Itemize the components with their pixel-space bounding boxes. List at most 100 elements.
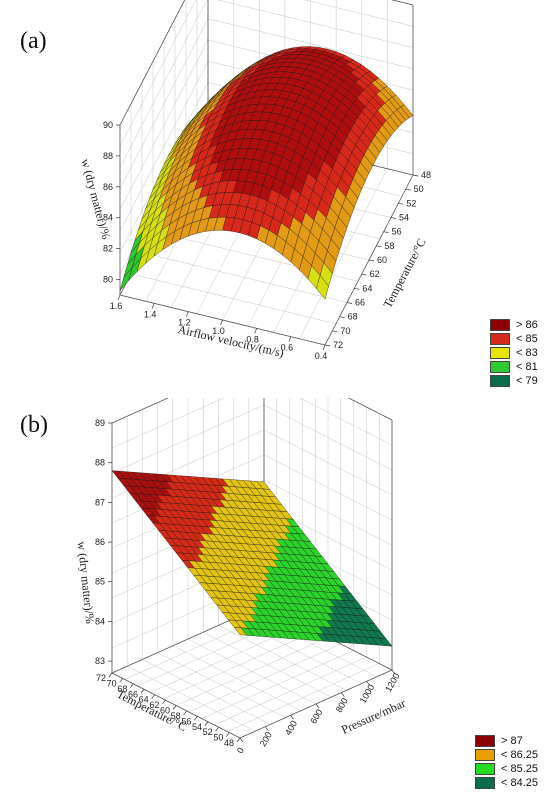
y-tick-mark (194, 716, 198, 721)
surface-plot-a: 80 82 84 86 88 90 1.6 1.4 1.2 1.0 0.8 0.6 0.4 48 50 52 5… (78, 0, 431, 361)
y-tick-mark (204, 721, 209, 726)
floor-gridline (299, 168, 388, 339)
x-tick-mark (117, 294, 121, 301)
floor-gridline (163, 630, 316, 700)
y-tick-mark (398, 202, 404, 205)
side-wall-gridline (119, 18, 209, 189)
box-edge (119, 0, 186, 126)
y-tick-label: 72 (96, 673, 106, 683)
z-tick-label: 86 (95, 537, 105, 547)
y-tick-mark (151, 694, 155, 699)
y-tick-label: 58 (171, 711, 181, 721)
legend-item: > 86 (490, 318, 538, 331)
x-axis-label: Pressure/mbar (339, 696, 407, 737)
z-tick-label: 88 (103, 151, 113, 161)
x-tick-mark (220, 319, 223, 326)
legend-b: > 87 < 86.25 < 85.25 < 84.25 (475, 734, 538, 790)
legend-label: < 85.25 (501, 762, 539, 775)
y-tick-mark (346, 302, 353, 304)
legend-swatch (475, 776, 495, 789)
y-tick-mark (162, 699, 166, 705)
x-tick-label: 200 (258, 730, 274, 748)
legend-item: < 84.25 (475, 776, 538, 789)
y-tick-mark (172, 705, 177, 710)
y-tick-mark (215, 726, 219, 732)
x-tick-mark (186, 311, 189, 317)
y-tick-mark (361, 273, 367, 276)
back-wall-gridline (111, 398, 225, 449)
x-axis-label: Airflow velocity/(m/s) (177, 322, 286, 360)
legend-item: < 81 (490, 360, 538, 373)
y-tick-label: 70 (340, 326, 350, 336)
chart-panel-a: (a) 80 82 84 86 88 90 1.6 1.4 1.2 1.0 0.8 0.6 0.4 48 5… (20, 0, 538, 388)
y-tick-label: 54 (192, 722, 202, 732)
y-tick-mark (332, 330, 338, 333)
legend-item: < 85.25 (475, 762, 538, 775)
legend-item: < 85 (490, 332, 538, 345)
x-tick-mark (265, 726, 269, 731)
x-tick-label: 600 (308, 707, 324, 725)
x-tick-mark (341, 692, 345, 697)
legend-item: < 86.25 (475, 748, 538, 761)
y-tick-label: 56 (181, 716, 191, 726)
z-tick-label: 83 (95, 656, 105, 666)
z-tick-label: 80 (103, 275, 113, 285)
y-tick-label: 64 (362, 283, 372, 293)
y-tick-mark (339, 316, 345, 319)
side-wall-gridline (298, 398, 393, 446)
legend-label: < 85 (516, 332, 538, 345)
back-wall-gridline (304, 0, 414, 27)
x-tick-mark (151, 303, 155, 309)
panel-label-a: (a) (20, 28, 47, 54)
x-tick-label: 1200 (383, 671, 402, 693)
z-tick-label: 88 (95, 458, 105, 468)
legend-item: < 83 (490, 346, 538, 359)
legend-swatch (475, 748, 495, 761)
y-tick-mark (183, 710, 187, 716)
y-tick-mark (390, 217, 397, 219)
legend-swatch (475, 762, 495, 775)
x-tick-mark (391, 669, 396, 675)
z-tick-label: 85 (95, 577, 105, 587)
y-tick-label: 66 (355, 298, 365, 308)
panel-label-b: (b) (20, 412, 48, 438)
surface-cell (316, 275, 329, 300)
x-tick-mark (366, 681, 370, 686)
x-tick-label: 1.0 (212, 326, 225, 336)
legend-label: < 86.25 (501, 748, 539, 761)
box-edge (347, 398, 393, 421)
side-wall-gridline (119, 39, 209, 211)
legend-swatch (490, 318, 510, 331)
legend-label: < 84.25 (501, 776, 539, 789)
x-tick-label: 1.2 (178, 318, 191, 328)
legend-label: < 83 (516, 346, 538, 359)
y-tick-mark (376, 245, 382, 248)
y-tick-label: 56 (392, 227, 402, 237)
y-tick-mark (405, 188, 411, 191)
y-tick-label: 52 (406, 198, 416, 208)
y-tick-mark (119, 678, 123, 683)
z-tick-label: 84 (103, 213, 113, 223)
z-tick-label: 87 (95, 497, 105, 507)
side-wall-gridline (263, 479, 393, 546)
legend-label: > 86 (516, 318, 538, 331)
legend-swatch (490, 332, 510, 345)
legend-swatch (490, 360, 510, 373)
legend-label: < 79 (516, 374, 538, 387)
x-tick-mark (290, 715, 294, 720)
legend-label: < 81 (516, 360, 538, 373)
legend-label: > 87 (501, 734, 523, 747)
x-tick-mark (239, 737, 244, 743)
side-wall-gridline (263, 454, 393, 521)
y-tick-label: 48 (421, 170, 431, 180)
side-wall-gridline (263, 429, 393, 496)
legend-item: < 79 (490, 374, 538, 387)
x-tick-label: 1000 (358, 683, 377, 705)
y-tick-mark (324, 344, 331, 347)
x-tick-label: 800 (334, 696, 350, 714)
floor-gridline (187, 638, 317, 705)
legend-a: > 86 < 85 < 83 < 81 < 79 (490, 318, 538, 388)
y-tick-label: 62 (370, 269, 380, 279)
x-tick-label: 0.4 (315, 351, 328, 361)
legend-swatch (475, 734, 495, 747)
